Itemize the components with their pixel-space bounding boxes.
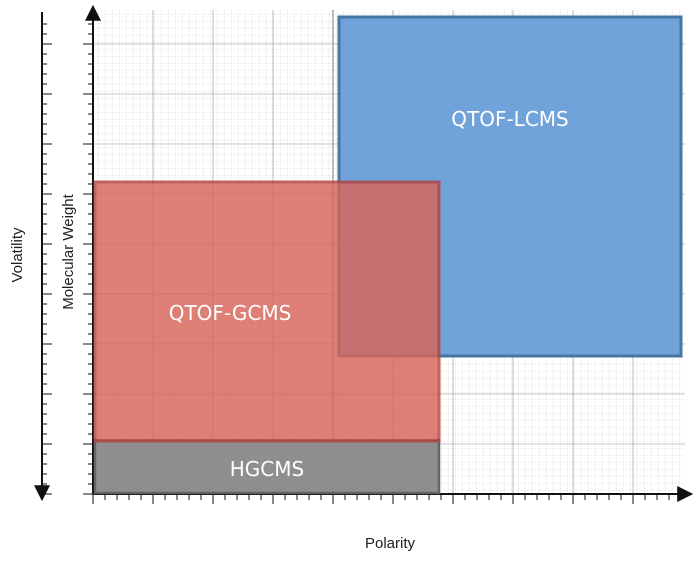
region-labels: QTOF-LCMS QTOF-GCMS HGCMS [169, 107, 569, 481]
x-axis-label: Polarity [365, 535, 416, 552]
region-qtof-gcms [93, 180, 441, 443]
y-axis-label-outer: Volatility [9, 227, 26, 283]
regions [93, 15, 683, 495]
label-qtof-lcms: QTOF-LCMS [451, 107, 568, 131]
axis-labels: Polarity Volatility Molecular Weight [9, 193, 416, 552]
label-qtof-gcms: QTOF-GCMS [169, 301, 292, 325]
axis-ticks [42, 23, 682, 504]
region-hgcms [93, 438, 441, 495]
y-axis-label-inner: Molecular Weight [60, 193, 77, 309]
label-hgcms: HGCMS [230, 457, 304, 481]
